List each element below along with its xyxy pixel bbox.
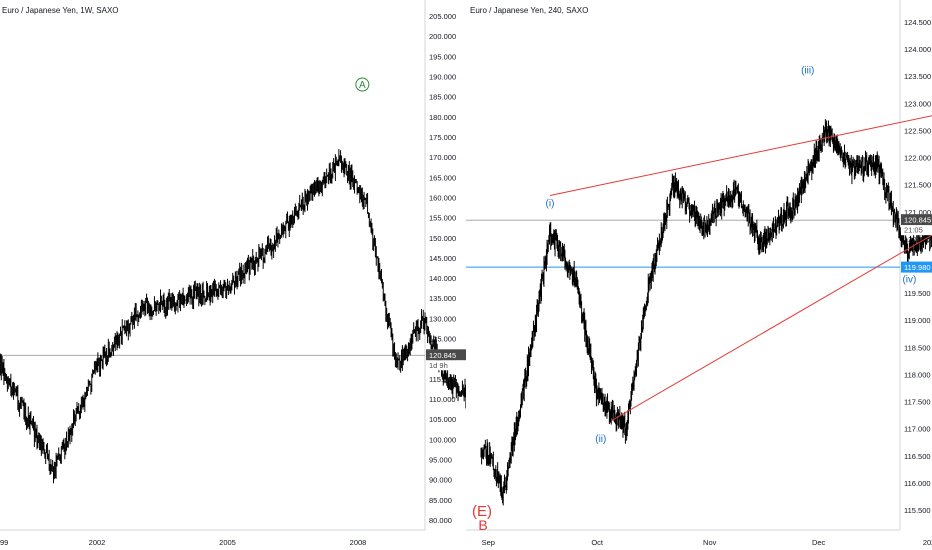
left-y-tick-label: 80.000	[429, 516, 452, 525]
left-price-badge: 120.845	[429, 351, 456, 360]
right-x-tick-label: Nov	[703, 538, 717, 547]
left-y-tick-label: 95.000	[429, 456, 452, 465]
left-x-tick-label: 2008	[350, 538, 367, 547]
left-y-tick-label: 165.000	[429, 173, 456, 182]
right-y-tick-label: 119.500	[904, 289, 931, 298]
left-chart[interactable]: 205.000 200.000 195.000 190.000 185.000 180.0…	[0, 0, 466, 550]
wave-label-E-major: (E)	[472, 503, 492, 520]
left-y-tick-label: 150.000	[429, 234, 456, 243]
wave-label-iii-minor: (iii)	[801, 66, 814, 77]
right-y-tick-label: 116.000	[904, 479, 931, 488]
right-price-badge: 120.845	[904, 216, 931, 225]
right-y-tick-label: 118.000	[904, 370, 931, 379]
wave-label-ii-minor: (ii)	[595, 434, 606, 445]
left-y-tick-label: 205.000	[429, 12, 456, 21]
left-y-tick-label: 180.000	[429, 113, 456, 122]
left-y-tick-label: 100.000	[429, 435, 456, 444]
left-price-countdown-bg	[426, 360, 466, 371]
left-y-tick-label: 145.000	[429, 254, 456, 263]
left-x-tick-label: 99	[0, 538, 8, 547]
left-y-tick-label: 190.000	[429, 72, 456, 81]
right-chart[interactable]: 124.500 124.000 123.500 123.000 122.500 122.0…	[466, 0, 932, 550]
left-y-tick-label: 140.000	[429, 274, 456, 283]
left-x-tick-label: 2005	[219, 538, 236, 547]
right-y-tick-label: 124.500	[904, 18, 931, 27]
right-price-countdown: 21:05	[904, 226, 923, 235]
left-y-tick-label: 185.000	[429, 93, 456, 102]
right-y-tick-label: 123.000	[904, 99, 931, 108]
right-y-tick-label: 122.500	[904, 126, 931, 135]
wave-label-iv-minor: (iv)	[902, 274, 916, 285]
left-chart-title: Euro / Japanese Yen, 1W, SAXO	[2, 6, 119, 15]
left-y-tick-label: 110.000	[429, 395, 456, 404]
left-y-tick-label: 195.000	[429, 52, 456, 61]
left-y-tick-label: 85.000	[429, 496, 452, 505]
left-y-tick-label: 105.000	[429, 415, 456, 424]
left-y-tick-label: 155.000	[429, 214, 456, 223]
right-x-tick-label: 2020	[923, 538, 932, 547]
left-y-tick-label: 90.000	[429, 476, 452, 485]
left-price-badge-bg	[426, 349, 466, 361]
right-y-tick-label: 123.500	[904, 72, 931, 81]
right-y-tick-label: 121.500	[904, 181, 931, 190]
right-wedge-lower-line	[611, 234, 932, 421]
right-y-tick-label: 115.500	[904, 506, 931, 515]
right-y-tick-label: 122.000	[904, 154, 931, 163]
left-y-tick-label: 130.000	[429, 314, 456, 323]
right-price-badge-bg	[901, 214, 932, 226]
right-y-tick-label: 121.000	[904, 208, 931, 217]
right-price-countdown-bg	[901, 225, 932, 236]
right-chart-title: Euro / Japanese Yen, 240, SAXO	[470, 6, 589, 15]
right-y-tick-label: 117.500	[904, 398, 931, 407]
wave-label-A: A	[359, 80, 366, 91]
left-y-tick-label: 200.000	[429, 32, 456, 41]
right-wedge-upper-line	[549, 115, 932, 197]
left-y-tick-label: 160.000	[429, 193, 456, 202]
left-y-tick-label: 170.000	[429, 153, 456, 162]
right-x-tick-label: Dec	[812, 538, 826, 547]
right-y-tick-label: 118.500	[904, 343, 931, 352]
left-y-tick-label: 175.000	[429, 133, 456, 142]
left-x-tick-label: 2002	[89, 538, 106, 547]
left-price-countdown: 1d 9h	[429, 361, 448, 370]
wave-label-i-minor: (i)	[546, 198, 555, 209]
wave-label-B-major: B	[478, 517, 487, 533]
right-y-tick-label: 117.000	[904, 425, 931, 434]
left-y-tick-label: 125.000	[429, 335, 456, 344]
right-x-tick-label: Oct	[591, 538, 604, 547]
right-y-tick-label: 116.500	[904, 452, 931, 461]
right-level-badge-bg	[901, 261, 932, 273]
right-level-badge: 119.980	[904, 263, 931, 272]
left-y-tick-label: 135.000	[429, 294, 456, 303]
right-x-tick-label: Sep	[482, 538, 495, 547]
wave-label-A-ring	[355, 77, 370, 92]
right-y-tick-label: 124.000	[904, 45, 931, 54]
right-y-tick-label: 119.000	[904, 316, 931, 325]
